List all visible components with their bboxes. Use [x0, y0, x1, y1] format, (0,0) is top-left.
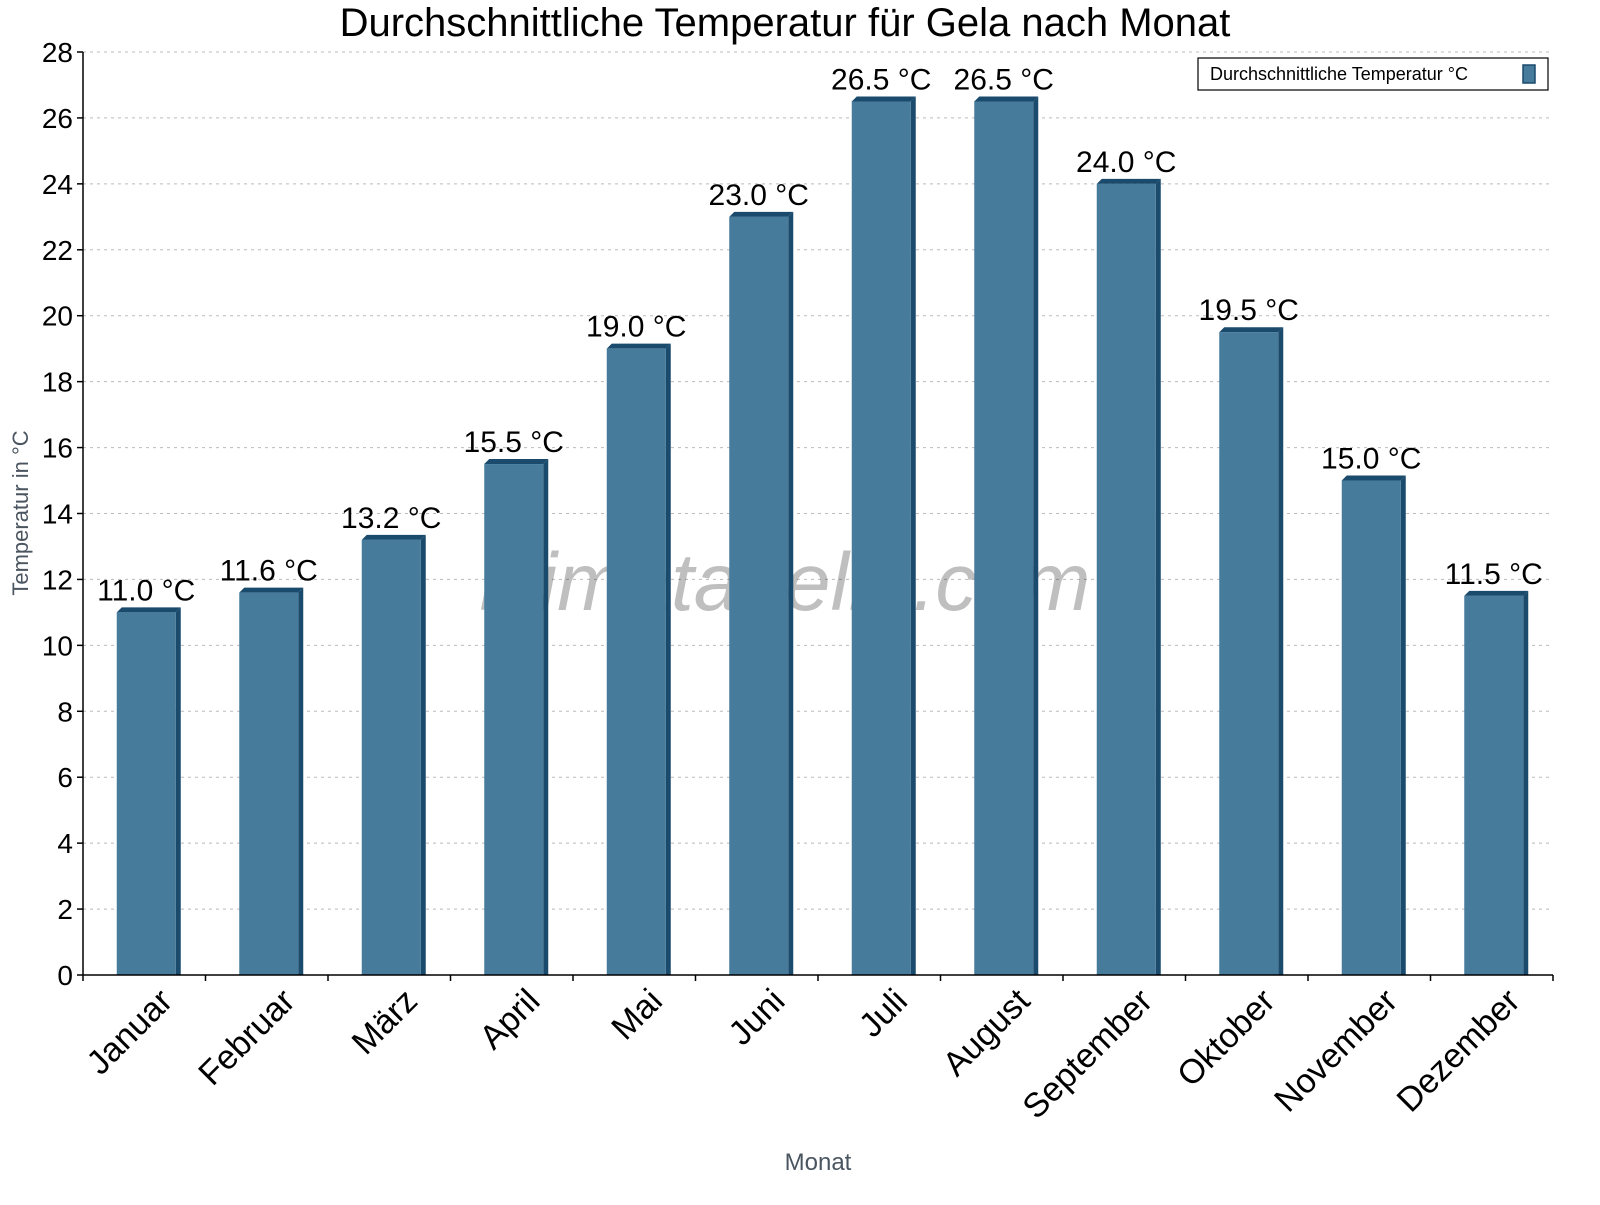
bar-top	[1219, 327, 1284, 333]
bar-top	[1341, 475, 1406, 481]
bar	[361, 539, 421, 975]
bar	[116, 612, 176, 975]
bar-top	[1464, 590, 1529, 596]
bar-top	[729, 211, 794, 217]
legend: Durchschnittliche Temperatur °C	[1197, 57, 1549, 91]
y-tick-label: 0	[57, 960, 73, 991]
bar	[1464, 595, 1524, 975]
x-tick-label: September	[1015, 982, 1159, 1126]
y-tick-label: 28	[42, 37, 73, 68]
data-label: 11.6 °C	[220, 555, 318, 588]
bars: 11.0 °C 11.6 °C 13.2 °C 15.5 °C 19.0 °C 23.0 …	[97, 63, 1543, 976]
data-label: 26.5 °C	[954, 63, 1054, 96]
data-label: 11.0 °C	[97, 574, 195, 607]
x-tick-label: März	[345, 982, 425, 1062]
x-tick-label: Mai	[604, 982, 670, 1048]
x-tick-label: August	[936, 981, 1038, 1083]
bar-top	[851, 96, 916, 102]
gridlines	[83, 51, 1553, 910]
data-label: 26.5 °C	[831, 63, 931, 96]
data-label: 15.0 °C	[1321, 443, 1421, 476]
bar-side	[543, 459, 549, 975]
bar-top	[116, 607, 181, 613]
bar	[606, 348, 666, 975]
data-label: 13.2 °C	[341, 502, 441, 535]
y-tick-label: 14	[42, 499, 73, 530]
x-tick-label: Juli	[852, 982, 915, 1045]
chart-title: Durchschnittliche Temperatur für Gela na…	[340, 1, 1231, 45]
bar-side	[665, 343, 671, 975]
bar	[1341, 480, 1401, 975]
legend-swatch	[1522, 64, 1536, 84]
bar	[729, 216, 789, 976]
data-label: 19.5 °C	[1199, 294, 1299, 327]
bar-side	[1033, 96, 1039, 976]
y-tick-label: 18	[42, 367, 73, 398]
y-tick-label: 6	[57, 762, 73, 793]
x-axis-label: Monat	[785, 1149, 852, 1176]
bar-side	[910, 96, 916, 976]
data-label: 15.5 °C	[464, 426, 564, 459]
bar	[1096, 183, 1156, 975]
bar-side	[1523, 590, 1529, 975]
bar-side	[1400, 475, 1406, 975]
bar	[1219, 332, 1279, 976]
x-tick-label: April	[472, 982, 547, 1057]
data-label: 19.0 °C	[586, 311, 686, 344]
bar-side	[788, 211, 794, 976]
x-tick-label: Januar	[80, 982, 180, 1082]
y-axis-label: Temperatur in °C	[8, 430, 33, 595]
y-tick-label: 22	[42, 235, 73, 266]
bar-top	[1096, 178, 1161, 184]
data-label: 23.0 °C	[709, 179, 809, 212]
y-tick-label: 4	[57, 828, 73, 859]
bar-side	[298, 587, 304, 975]
y-tick-label: 20	[42, 301, 73, 332]
bar-top	[974, 96, 1039, 102]
bar	[239, 592, 299, 975]
y-tick-label: 12	[42, 564, 73, 595]
bar-side	[420, 534, 426, 975]
bar-side	[1278, 327, 1284, 976]
x-tick-label: Oktober	[1170, 982, 1282, 1094]
x-tick-label: November	[1267, 982, 1405, 1120]
bar	[851, 101, 911, 976]
y-tick-label: 16	[42, 433, 73, 464]
bar-top	[606, 343, 671, 349]
bar	[974, 101, 1034, 976]
y-tick-label: 10	[42, 630, 73, 661]
bar-side	[1155, 178, 1161, 975]
bar	[484, 464, 544, 975]
data-label: 24.0 °C	[1076, 146, 1176, 179]
y-tick-label: 2	[57, 894, 73, 925]
bar-top	[484, 459, 549, 465]
bar-top	[239, 587, 304, 593]
x-tick-label: Juni	[721, 982, 792, 1053]
y-tick-label: 8	[57, 696, 73, 727]
data-label: 11.5 °C	[1445, 558, 1543, 591]
bar-side	[175, 607, 181, 975]
x-tick-label: Dezember	[1390, 982, 1528, 1120]
y-tick-label: 26	[42, 103, 73, 134]
x-tick-label: Februar	[191, 982, 302, 1093]
legend-label: Durchschnittliche Temperatur °C	[1210, 64, 1468, 84]
bar-top	[361, 534, 426, 540]
y-tick-label: 24	[42, 169, 73, 200]
